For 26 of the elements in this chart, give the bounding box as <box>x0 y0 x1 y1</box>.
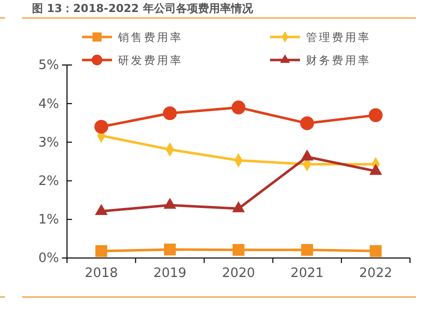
y-tick-label: 3% <box>38 135 59 150</box>
y-tick-label: 2% <box>38 174 59 189</box>
y-tick-label: 4% <box>38 96 59 112</box>
point <box>370 245 382 257</box>
x-tick-label: 2020 <box>222 266 256 282</box>
point <box>301 244 314 256</box>
point <box>232 244 244 256</box>
point <box>368 108 383 122</box>
x-tick-label: 2019 <box>153 266 186 282</box>
x-tick-label: 2021 <box>290 266 324 282</box>
legend-label: 销售费用率 <box>117 31 183 44</box>
chart-title: 图 13：2018-2022 年公司各项费用率情况 <box>32 2 254 15</box>
point <box>162 106 177 120</box>
point <box>300 116 314 130</box>
legend-label: 研发费用率 <box>118 54 183 67</box>
y-tick-label: 1% <box>38 212 59 228</box>
y-tick-label: 0% <box>38 251 59 266</box>
point <box>94 120 108 134</box>
point <box>95 245 108 257</box>
x-tick-label: 2022 <box>359 266 392 282</box>
x-tick-label: 2018 <box>84 266 118 282</box>
legend-label: 管理费用率 <box>306 31 371 44</box>
y-tick-label: 5% <box>38 58 59 74</box>
point <box>232 100 246 114</box>
legend-label: 财务费用率 <box>306 54 371 67</box>
point <box>164 244 176 256</box>
